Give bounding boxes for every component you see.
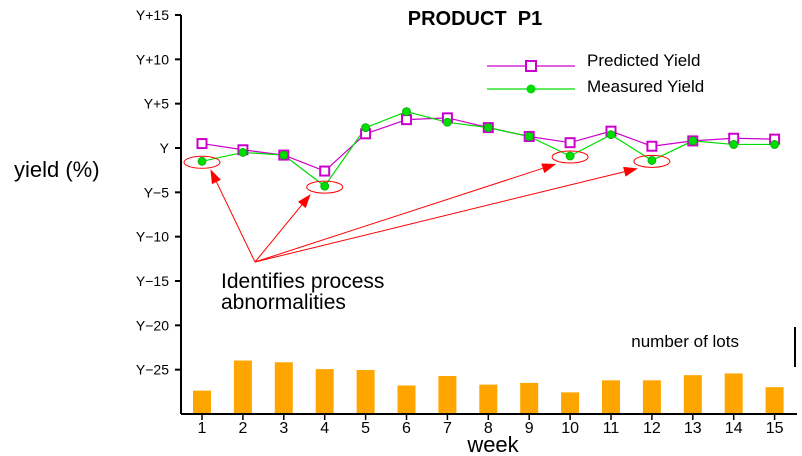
measured-point	[238, 148, 248, 157]
abnormality-circle	[551, 150, 589, 164]
measured-point	[688, 136, 698, 146]
y-tick-label: Y−5	[144, 184, 170, 200]
measured-point	[361, 123, 371, 133]
y-tick-label: Y+5	[144, 96, 170, 112]
legend-label-predicted: Predicted Yield	[587, 51, 700, 70]
y-tick-label: Y+10	[136, 51, 169, 67]
measured-point	[565, 151, 575, 161]
y-tick-label: Y−10	[136, 229, 169, 245]
annotation-text-line-1: Identifies process	[221, 270, 384, 293]
annotation-arrowhead	[297, 194, 311, 209]
x-tick-label: 1	[198, 420, 207, 437]
measured-point	[606, 130, 616, 140]
lots-bar	[479, 384, 498, 413]
abnormality-circle	[306, 180, 344, 194]
predicted-point	[401, 114, 412, 126]
annotation-arrow	[254, 167, 543, 263]
x-tick-label: 10	[561, 420, 579, 437]
lots-bar	[724, 373, 743, 413]
chart-title: PRODUCT P1	[408, 8, 542, 30]
x-tick-label: 5	[361, 420, 370, 437]
x-axis-label: week	[466, 432, 519, 456]
measured-point	[442, 117, 452, 127]
lots-bar	[233, 360, 252, 413]
predicted-point	[319, 165, 331, 177]
abnormality-circle	[633, 154, 671, 168]
measured-point	[320, 181, 330, 191]
lots-bar	[642, 380, 661, 413]
measured-point	[729, 140, 739, 149]
x-tick-label: 12	[643, 420, 661, 437]
y-tick-label: Y−15	[136, 273, 169, 289]
x-tick-label: 6	[402, 420, 411, 437]
y-tick-label: Y−25	[136, 362, 169, 378]
measured-point	[402, 107, 411, 117]
lots-bar	[561, 392, 580, 413]
x-tick-label: 15	[766, 420, 784, 437]
annotation-arrowhead	[541, 163, 557, 174]
measured-point	[524, 132, 534, 141]
measured-point	[647, 156, 657, 165]
y-tick-label: Y+15	[136, 7, 169, 23]
lots-bar	[315, 369, 334, 413]
x-tick-label: 8	[484, 420, 493, 437]
legend-marker-measured	[526, 84, 536, 94]
legend-marker-predicted	[525, 60, 537, 72]
annotation-arrowhead	[623, 166, 638, 177]
measured-point	[483, 123, 493, 133]
annotation-arrowhead	[210, 169, 221, 185]
annotation-arrow	[254, 204, 303, 263]
annotation-arrow	[216, 181, 256, 263]
measured-point	[197, 156, 207, 166]
lots-bar	[356, 370, 375, 413]
x-tick-label: 14	[725, 420, 743, 437]
lots-bar	[397, 385, 416, 413]
lots-bar	[193, 390, 211, 413]
annotation-arrow	[254, 171, 625, 263]
measured-point	[770, 140, 779, 149]
measured-point	[279, 150, 289, 160]
predicted-point	[564, 137, 576, 149]
predicted-point	[646, 140, 658, 152]
lots-axis-label: number of lots	[631, 332, 739, 351]
y-tick-label: Y−20	[136, 317, 169, 333]
x-tick-label: 3	[279, 420, 288, 437]
lots-bar	[438, 376, 457, 413]
lots-bar	[520, 382, 539, 413]
x-tick-label: 2	[238, 420, 247, 437]
x-tick-label: 11	[603, 420, 620, 437]
y-tick-label: Y	[160, 140, 170, 156]
lots-bar	[274, 362, 293, 413]
annotation-text-line-2: abnormalities	[221, 291, 346, 314]
x-tick-label: 13	[684, 420, 702, 437]
lots-bar	[602, 380, 620, 413]
lots-bar	[765, 387, 784, 413]
abnormality-circle	[183, 155, 221, 169]
legend-label-measured: Measured Yield	[587, 77, 704, 96]
lots-bar	[683, 375, 702, 413]
predicted-point	[196, 138, 208, 150]
x-tick-label: 4	[320, 420, 329, 437]
y-axis-label: yield (%)	[14, 157, 100, 182]
x-tick-label: 7	[443, 420, 452, 437]
x-tick-label: 9	[525, 420, 534, 437]
